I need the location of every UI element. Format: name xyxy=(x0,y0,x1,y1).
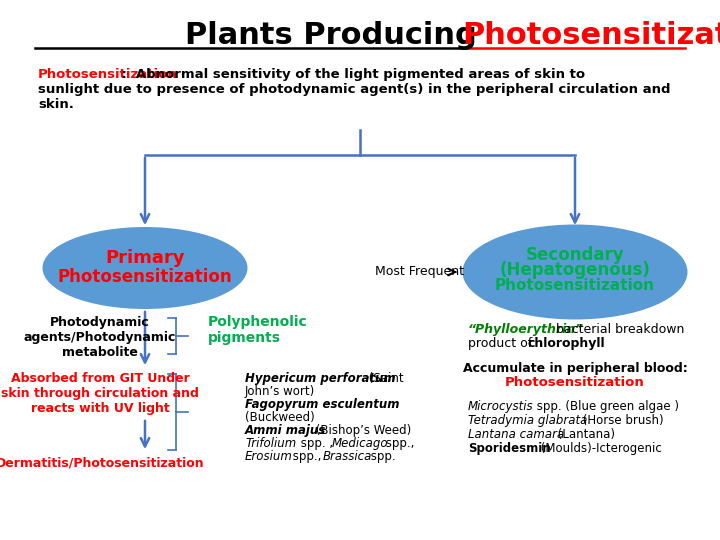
Text: Secondary: Secondary xyxy=(526,246,624,264)
Text: Sporidesmin: Sporidesmin xyxy=(468,442,551,455)
Text: Polyphenolic
pigments: Polyphenolic pigments xyxy=(208,315,307,345)
Text: Photosensitization: Photosensitization xyxy=(58,268,233,286)
Text: Erosium: Erosium xyxy=(245,450,293,463)
Text: spp.,: spp., xyxy=(382,437,415,450)
Text: (Horse brush): (Horse brush) xyxy=(579,414,664,427)
Text: Absorbed from GIT Under
skin through circulation and
reacts with UV light: Absorbed from GIT Under skin through cir… xyxy=(1,372,199,415)
Text: Lantana camara: Lantana camara xyxy=(468,428,564,441)
Text: (Lantana): (Lantana) xyxy=(554,428,615,441)
Text: Brassica: Brassica xyxy=(323,450,372,463)
Text: Dermatitis/Photosensitization: Dermatitis/Photosensitization xyxy=(0,457,204,470)
Text: (Buckweed): (Buckweed) xyxy=(245,411,315,424)
Text: Accumulate in peripheral blood:: Accumulate in peripheral blood: xyxy=(463,362,688,375)
Text: Medicago: Medicago xyxy=(332,437,389,450)
Text: Trifolium: Trifolium xyxy=(245,437,296,450)
Text: Fagopyrum esculentum: Fagopyrum esculentum xyxy=(245,398,400,411)
Text: product of: product of xyxy=(468,337,536,350)
Text: (Bishop’s Weed): (Bishop’s Weed) xyxy=(312,424,411,437)
Ellipse shape xyxy=(462,225,688,320)
Text: “Phylloerythrin”: “Phylloerythrin” xyxy=(468,323,584,336)
Text: spp. ,: spp. , xyxy=(297,437,337,450)
Text: Primary: Primary xyxy=(105,249,185,267)
Text: Microcystis: Microcystis xyxy=(468,400,534,413)
Text: Plants Producing: Plants Producing xyxy=(185,21,487,50)
Text: spp.,: spp., xyxy=(289,450,325,463)
Text: Photosensitization: Photosensitization xyxy=(38,68,178,81)
Text: Photosensitization: Photosensitization xyxy=(505,376,645,389)
Text: (Hepatogenous): (Hepatogenous) xyxy=(500,261,650,279)
Text: Ammi majus: Ammi majus xyxy=(245,424,326,437)
Text: John’s wort): John’s wort) xyxy=(245,385,315,398)
Text: (Saint: (Saint xyxy=(365,372,404,385)
Text: spp.: spp. xyxy=(367,450,395,463)
Text: Most Frequent: Most Frequent xyxy=(375,266,464,279)
Text: (Moulds)-Icterogenic: (Moulds)-Icterogenic xyxy=(537,442,662,455)
Text: :  Abnormal sensitivity of the light pigmented areas of skin to
sunlight due to : : Abnormal sensitivity of the light pigm… xyxy=(38,68,670,111)
Text: Photosensitization: Photosensitization xyxy=(462,21,720,50)
Text: chlorophyll: chlorophyll xyxy=(528,337,606,350)
Text: Photosensitization: Photosensitization xyxy=(495,279,655,294)
Text: spp. (Blue green algae ): spp. (Blue green algae ) xyxy=(533,400,679,413)
Text: bacterial breakdown: bacterial breakdown xyxy=(552,323,685,336)
Ellipse shape xyxy=(42,227,248,309)
Text: Photodynamic
agents/Photodynamic
metabolite: Photodynamic agents/Photodynamic metabol… xyxy=(24,316,176,359)
Text: Tetradymia glabrata: Tetradymia glabrata xyxy=(468,414,588,427)
Text: Hypericum perforatum: Hypericum perforatum xyxy=(245,372,395,385)
